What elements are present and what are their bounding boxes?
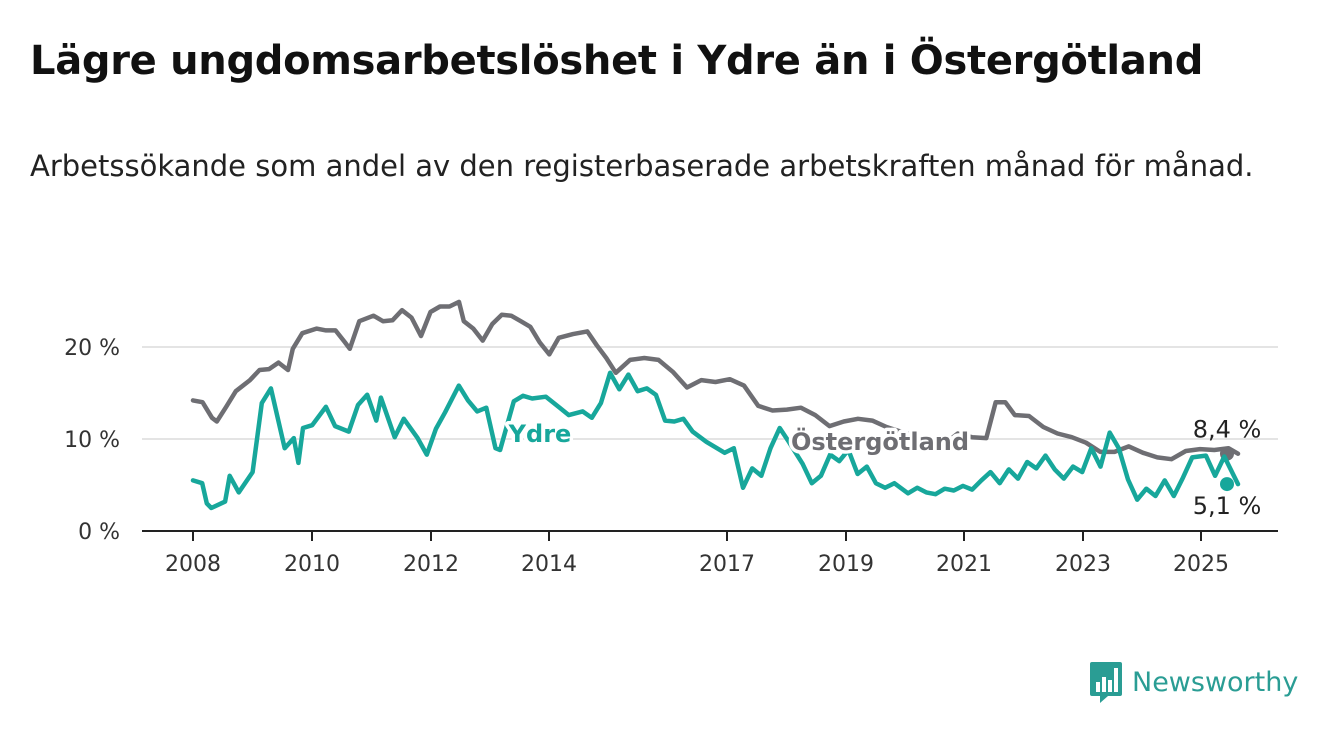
x-tick-label: 2017 xyxy=(699,552,755,577)
end-value-label: 5,1 % xyxy=(1193,492,1262,520)
series-line-0 xyxy=(190,299,1241,462)
x-tick-label: 2008 xyxy=(165,552,221,577)
newsworthy-logo: Newsworthy xyxy=(1088,660,1298,704)
series-name-halo: Östergötland xyxy=(791,426,969,456)
y-tick-label: 10 % xyxy=(64,428,120,453)
series-lines xyxy=(190,299,1241,511)
x-tick-label: 2025 xyxy=(1173,552,1229,577)
brand-name: Newsworthy xyxy=(1132,666,1299,698)
x-tick-label: 2023 xyxy=(1055,552,1111,577)
y-axis-ticks: 0 % 10 % 20 % xyxy=(64,336,120,545)
series-name-halo: Ydre xyxy=(508,420,572,448)
end-value-label: 8,4 % xyxy=(1193,416,1262,444)
series-name-label: Ydre xyxy=(508,420,572,448)
chart-subtitle: Arbetssökande som andel av den registerb… xyxy=(30,149,1254,183)
grid-lines xyxy=(142,346,1278,532)
series-name-label: Östergötland xyxy=(791,426,969,456)
series-end-dot xyxy=(1220,477,1234,492)
x-tick-label: 2021 xyxy=(936,552,992,577)
y-tick-label: 0 % xyxy=(78,520,120,545)
x-tick-label: 2010 xyxy=(284,552,340,577)
bar-chart-logo-icon xyxy=(1090,662,1122,703)
chart-title: Lägre ungdomsarbetslöshet i Ydre än i Ös… xyxy=(30,38,1204,84)
series-line-1 xyxy=(190,370,1241,511)
x-tick-label: 2014 xyxy=(521,552,577,577)
x-tick-label: 2012 xyxy=(403,552,459,577)
x-tick-label: 2019 xyxy=(818,552,874,577)
x-axis-ticks: 2008 2010 2012 2014 2017 2019 2021 2023 2025 xyxy=(165,531,1229,577)
y-tick-label: 20 % xyxy=(64,336,120,361)
